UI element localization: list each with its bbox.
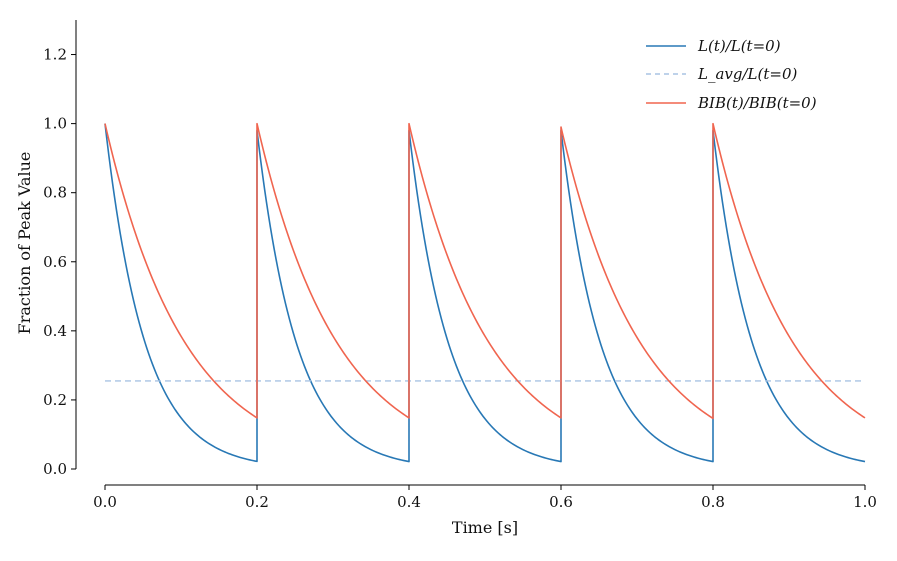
- y-tick-label: 0.8: [43, 184, 67, 202]
- y-tick-label: 1.2: [43, 46, 67, 64]
- axes: 0.0 0.2 0.4 0.6 0.8 1.0 1.2 0.0 0.2 0.4 0.6 0.8 1.0: [43, 20, 877, 511]
- y-tick-label: 0.2: [43, 391, 67, 409]
- y-tick-label: 0.0: [43, 460, 67, 478]
- legend: L(t)/L(t=0) L_avg/L(t=0) BIB(t)/BIB(t=0): [646, 37, 817, 112]
- y-tick-label: 0.6: [43, 253, 67, 271]
- series-line-0: [104, 123, 866, 463]
- x-tick-label: 0.2: [245, 493, 269, 511]
- legend-label-luminosity: L(t)/L(t=0): [697, 37, 781, 55]
- series-line-2: [104, 122, 866, 420]
- x-tick-label: 1.0: [853, 493, 877, 511]
- x-tick-label: 0.6: [549, 493, 573, 511]
- x-tick-label: 0.8: [701, 493, 725, 511]
- x-tick-label: 0.4: [397, 493, 421, 511]
- y-tick-label: 1.0: [43, 115, 67, 133]
- y-tick-label: 0.4: [43, 322, 67, 340]
- x-axis-label: Time [s]: [452, 518, 518, 537]
- legend-label-average: L_avg/L(t=0): [697, 65, 797, 83]
- y-axis-label: Fraction of Peak Value: [15, 152, 34, 335]
- legend-label-bib: BIB(t)/BIB(t=0): [697, 94, 817, 112]
- plot-lines: [104, 122, 866, 463]
- x-tick-label: 0.0: [93, 493, 117, 511]
